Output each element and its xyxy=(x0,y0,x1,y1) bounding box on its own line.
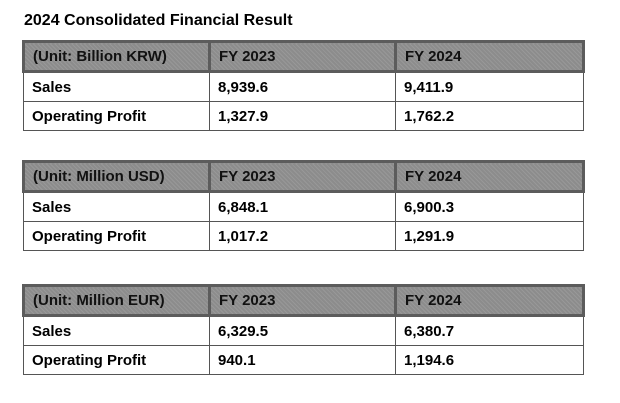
unit-label: (Unit: Million EUR) xyxy=(22,284,211,317)
financial-table-krw: (Unit: Billion KRW) FY 2023 FY 2024 Sale… xyxy=(22,40,585,131)
cell-sales-fy2024: 6,900.3 xyxy=(395,191,584,222)
financial-table-eur: (Unit: Million EUR) FY 2023 FY 2024 Sale… xyxy=(22,284,585,375)
cell-sales-fy2024: 6,380.7 xyxy=(395,315,584,346)
table-row: Sales 6,848.1 6,900.3 xyxy=(23,191,584,222)
table-header-row: (Unit: Million USD) FY 2023 FY 2024 xyxy=(22,160,585,193)
row-label-operating-profit: Operating Profit xyxy=(23,221,210,251)
cell-operating-profit-fy2024: 1,762.2 xyxy=(395,101,584,131)
table-row: Operating Profit 1,017.2 1,291.9 xyxy=(23,221,584,251)
column-header-fy2024: FY 2024 xyxy=(394,40,585,73)
row-label-operating-profit: Operating Profit xyxy=(23,345,210,375)
column-header-fy2024: FY 2024 xyxy=(394,284,585,317)
cell-sales-fy2023: 6,329.5 xyxy=(209,315,396,346)
row-label-sales: Sales xyxy=(23,191,210,222)
cell-operating-profit-fy2023: 1,327.9 xyxy=(209,101,396,131)
column-header-fy2024: FY 2024 xyxy=(394,160,585,193)
table-header-row: (Unit: Million EUR) FY 2023 FY 2024 xyxy=(22,284,585,317)
column-header-fy2023: FY 2023 xyxy=(208,160,397,193)
unit-label: (Unit: Million USD) xyxy=(22,160,211,193)
table-row: Sales 6,329.5 6,380.7 xyxy=(23,315,584,346)
row-label-operating-profit: Operating Profit xyxy=(23,101,210,131)
table-row: Operating Profit 1,327.9 1,762.2 xyxy=(23,101,584,131)
cell-operating-profit-fy2024: 1,291.9 xyxy=(395,221,584,251)
cell-operating-profit-fy2023: 940.1 xyxy=(209,345,396,375)
unit-label: (Unit: Billion KRW) xyxy=(22,40,211,73)
column-header-fy2023: FY 2023 xyxy=(208,40,397,73)
cell-sales-fy2023: 6,848.1 xyxy=(209,191,396,222)
row-label-sales: Sales xyxy=(23,315,210,346)
page-title: 2024 Consolidated Financial Result xyxy=(24,12,293,29)
table-row: Operating Profit 940.1 1,194.6 xyxy=(23,345,584,375)
table-row: Sales 8,939.6 9,411.9 xyxy=(23,71,584,102)
cell-sales-fy2023: 8,939.6 xyxy=(209,71,396,102)
cell-sales-fy2024: 9,411.9 xyxy=(395,71,584,102)
financial-table-usd: (Unit: Million USD) FY 2023 FY 2024 Sale… xyxy=(22,160,585,251)
cell-operating-profit-fy2024: 1,194.6 xyxy=(395,345,584,375)
table-header-row: (Unit: Billion KRW) FY 2023 FY 2024 xyxy=(22,40,585,73)
column-header-fy2023: FY 2023 xyxy=(208,284,397,317)
row-label-sales: Sales xyxy=(23,71,210,102)
cell-operating-profit-fy2023: 1,017.2 xyxy=(209,221,396,251)
